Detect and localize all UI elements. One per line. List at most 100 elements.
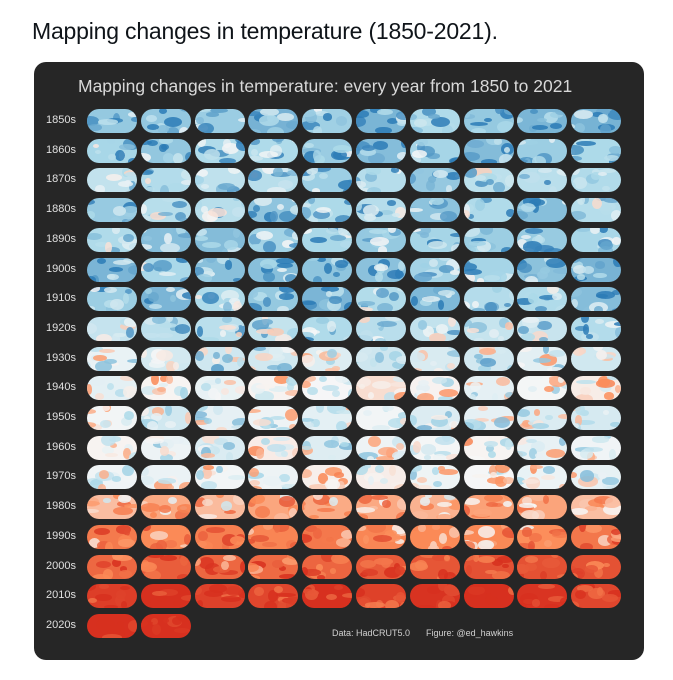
year-map-tile <box>194 554 245 579</box>
year-map-tile <box>463 495 514 520</box>
year-map-tile <box>517 287 568 312</box>
year-map-tile <box>302 346 353 371</box>
year-map-tile <box>463 138 514 163</box>
year-map-tile <box>248 406 299 430</box>
year-map-tile <box>87 346 137 371</box>
year-map-tile <box>87 316 137 341</box>
year-map-tile <box>571 257 622 282</box>
year-map-tile <box>517 257 568 282</box>
year-map-tile <box>571 465 622 490</box>
year-map-tile <box>87 287 137 312</box>
year-map-tile <box>140 198 191 223</box>
year-map-tile <box>356 376 406 401</box>
year-map-tile <box>356 435 406 460</box>
decade-label: 1870s <box>46 173 76 186</box>
year-map-tile <box>140 316 191 341</box>
year-map-tile <box>302 435 353 460</box>
year-map-tile <box>409 465 460 490</box>
year-map-tile <box>302 109 353 133</box>
year-map-tile <box>87 613 137 638</box>
year-map-tile <box>194 257 245 282</box>
decade-label: 2020s <box>46 618 76 631</box>
year-map-tile <box>409 198 460 223</box>
year-map-tile <box>87 435 137 460</box>
year-map-tile <box>463 524 514 549</box>
year-map-tile <box>356 198 406 223</box>
year-map-tile <box>517 138 568 163</box>
year-map-tile <box>194 435 245 460</box>
year-map-tile <box>409 554 460 579</box>
year-map-tile <box>140 435 191 460</box>
year-map-tile <box>248 554 299 579</box>
year-map-tile <box>87 109 137 133</box>
year-map-tile <box>409 109 460 133</box>
year-map-tile <box>140 109 191 133</box>
year-map-tile <box>571 435 622 460</box>
year-map-tile <box>517 376 568 401</box>
year-map-tile <box>463 376 514 401</box>
year-map-tile <box>140 406 191 430</box>
year-map-tile <box>517 495 568 520</box>
figure-credit: Figure: @ed_hawkins <box>426 628 514 638</box>
year-map-tile <box>140 554 191 579</box>
year-map-tile <box>571 198 622 223</box>
year-map-tile <box>517 584 568 609</box>
year-map-tile <box>356 287 406 312</box>
post-title: Mapping changes in temperature (1850-202… <box>32 18 498 44</box>
year-map-tile <box>194 584 245 609</box>
decade-label: 1980s <box>46 500 76 513</box>
year-map-tile <box>302 198 353 223</box>
year-map-tile <box>463 198 514 223</box>
year-map-tile <box>140 227 191 252</box>
year-map-tile <box>140 376 191 401</box>
year-map-tile <box>409 376 460 401</box>
year-map-tile <box>356 524 406 549</box>
year-map-tile <box>248 109 299 133</box>
year-map-tile <box>140 346 191 371</box>
year-map-tile <box>87 584 137 609</box>
year-map-tile <box>302 168 353 193</box>
year-map-tile <box>87 198 137 223</box>
decade-label: 1920s <box>46 321 76 334</box>
year-map-tile <box>302 138 353 163</box>
year-map-tile <box>87 465 137 490</box>
year-map-tile <box>517 524 568 549</box>
year-map-tile <box>517 554 568 579</box>
year-map-tile <box>463 316 514 341</box>
decade-label: 1850s <box>46 114 76 126</box>
year-map-tile <box>463 435 514 460</box>
year-map-tile <box>409 435 460 460</box>
year-map-tile <box>87 257 137 282</box>
year-map-tile <box>356 584 406 609</box>
decade-label: 1880s <box>46 203 76 216</box>
decade-label: 1950s <box>46 411 76 423</box>
year-map-tile <box>140 495 191 520</box>
year-map-tile <box>194 495 245 520</box>
year-map-tile <box>248 287 299 312</box>
year-map-tile <box>248 168 299 193</box>
year-map-tile <box>302 287 353 312</box>
year-map-tile <box>409 316 460 341</box>
year-map-tile <box>140 584 191 609</box>
year-map-tile <box>87 554 137 579</box>
year-map-tile <box>571 406 622 430</box>
year-map-tile <box>356 257 406 282</box>
year-map-tile <box>356 109 406 133</box>
year-map-tile <box>87 495 137 520</box>
year-map-tile <box>571 287 622 312</box>
year-map-tile <box>87 524 137 549</box>
year-map-tile <box>302 257 353 282</box>
year-map-tile <box>140 168 191 193</box>
year-map-tile <box>356 316 406 341</box>
year-map-tile <box>87 168 137 193</box>
year-map-tile <box>194 406 245 430</box>
year-map-tile <box>463 465 514 490</box>
year-map-tile <box>356 138 406 163</box>
data-credit: Data: HadCRUT5.0 <box>332 628 411 638</box>
year-map-tile <box>194 465 245 490</box>
year-map-tile <box>248 316 299 341</box>
year-map-tile <box>248 198 299 223</box>
year-map-tile <box>302 465 353 490</box>
year-map-tile <box>302 495 353 520</box>
year-map-tile <box>463 109 514 133</box>
